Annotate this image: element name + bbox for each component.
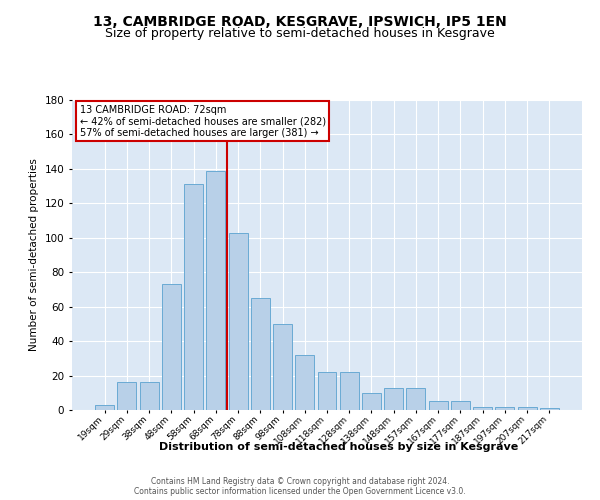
Bar	[273, 324, 292, 410]
Bar	[295, 355, 314, 410]
Bar	[540, 408, 559, 410]
Text: 13, CAMBRIDGE ROAD, KESGRAVE, IPSWICH, IP5 1EN: 13, CAMBRIDGE ROAD, KESGRAVE, IPSWICH, I…	[93, 15, 507, 29]
Bar	[118, 382, 136, 410]
Bar	[451, 402, 470, 410]
Bar	[95, 405, 114, 410]
Bar	[206, 170, 225, 410]
Bar	[184, 184, 203, 410]
Text: Contains HM Land Registry data © Crown copyright and database right 2024.: Contains HM Land Registry data © Crown c…	[151, 478, 449, 486]
Bar	[317, 372, 337, 410]
Text: Contains public sector information licensed under the Open Government Licence v3: Contains public sector information licen…	[134, 488, 466, 496]
Bar	[140, 382, 158, 410]
Bar	[340, 372, 359, 410]
Bar	[384, 388, 403, 410]
Text: 13 CAMBRIDGE ROAD: 72sqm
← 42% of semi-detached houses are smaller (282)
57% of : 13 CAMBRIDGE ROAD: 72sqm ← 42% of semi-d…	[80, 104, 326, 138]
Bar	[518, 406, 536, 410]
Bar	[362, 393, 381, 410]
Y-axis label: Number of semi-detached properties: Number of semi-detached properties	[29, 158, 39, 352]
Bar	[496, 406, 514, 410]
Text: Distribution of semi-detached houses by size in Kesgrave: Distribution of semi-detached houses by …	[160, 442, 518, 452]
Bar	[429, 402, 448, 410]
Text: Size of property relative to semi-detached houses in Kesgrave: Size of property relative to semi-detach…	[105, 28, 495, 40]
Bar	[473, 406, 492, 410]
Bar	[229, 232, 248, 410]
Bar	[406, 388, 425, 410]
Bar	[162, 284, 181, 410]
Bar	[251, 298, 270, 410]
